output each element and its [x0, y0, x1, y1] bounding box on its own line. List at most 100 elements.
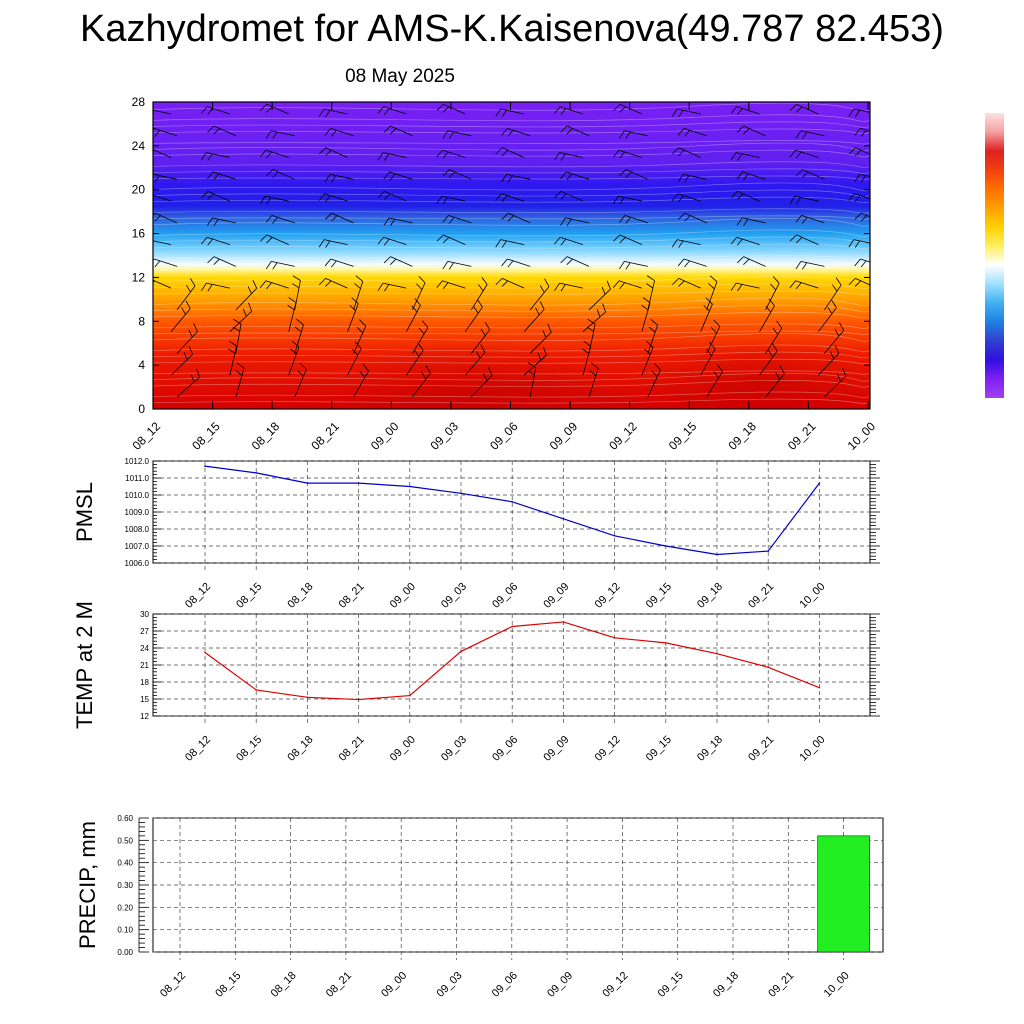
wind-barb: [324, 173, 354, 183]
wind-barb: [377, 282, 407, 292]
y-tick-label: 8: [138, 314, 145, 328]
wind-barb: [464, 344, 486, 376]
wind-barb: [153, 279, 172, 289]
y-tick-label: 1008.0: [125, 525, 150, 534]
contour-line: [153, 189, 870, 198]
wind-barb: [176, 278, 196, 311]
contour-line: [153, 391, 870, 399]
wind-barb: [201, 282, 230, 292]
wind-barb: [318, 239, 348, 248]
x-tick-label: 09_21: [766, 970, 796, 1000]
x-tick-label: 10_00: [797, 581, 827, 611]
wind-barb: [554, 236, 584, 246]
contour-line: [153, 304, 870, 313]
wind-barb: [588, 362, 599, 398]
data-point: [818, 482, 821, 484]
wind-barb: [266, 169, 295, 180]
wind-barb: [501, 258, 531, 268]
data-point: [767, 550, 769, 552]
y-tick-label: 0.00: [117, 948, 133, 957]
x-tick-label: 09_03: [428, 419, 462, 453]
wind-barb: [730, 236, 760, 246]
wind-barb: [854, 212, 870, 222]
wind-barb: [436, 103, 466, 115]
wind-barb: [495, 147, 525, 158]
data-point: [460, 650, 462, 653]
wind-barb: [232, 318, 242, 354]
x-tick-label: 09_09: [541, 581, 571, 611]
chart-title: Kazhydromet for AMS-K.Kaisenova(49.787 8…: [80, 8, 944, 50]
wind-barb: [523, 346, 547, 376]
wind-barb: [153, 149, 172, 158]
x-tick-label: 08_12: [183, 734, 213, 764]
contour-line: [153, 323, 870, 329]
wind-barb: [582, 340, 592, 376]
data-point: [460, 492, 462, 495]
contour-line: [153, 236, 870, 244]
data-point: [818, 686, 821, 689]
wind-barb: [288, 340, 300, 376]
contour-line: [153, 217, 870, 227]
data-point: [716, 652, 718, 655]
wind-barb: [619, 215, 648, 224]
x-tick-label: 09_15: [644, 581, 674, 611]
wind-barb: [287, 297, 297, 332]
x-tick-label: 09_21: [785, 419, 819, 453]
wind-barb: [588, 280, 611, 311]
wind-barb: [265, 261, 295, 270]
wind-barb: [730, 106, 760, 115]
x-tick-label: 09_00: [388, 581, 418, 611]
wind-barb: [318, 108, 348, 118]
temp-panel: 12 15 18 21 24 27 30 08_12 08_15 08_18 08_21 09_00 0…: [72, 601, 880, 764]
wind-barb: [406, 342, 424, 376]
wind-barb: [412, 275, 426, 311]
y-tick-label: 20: [132, 183, 146, 197]
wind-barb: [795, 215, 825, 224]
contour-line: [153, 161, 870, 168]
x-tick-label: 08_21: [337, 734, 367, 764]
x-tick-label: 08_15: [189, 419, 223, 453]
contour-line: [153, 102, 870, 112]
x-tick-label: 08_15: [234, 581, 264, 611]
wind-barb: [436, 280, 466, 290]
wind-barb: [377, 236, 407, 246]
x-tick-label: 09_18: [695, 581, 725, 611]
wind-barb: [318, 193, 348, 202]
x-tick-label: 09_12: [600, 970, 630, 1000]
data-point: [306, 482, 309, 484]
y-tick-label: 0.40: [117, 859, 133, 868]
wind-barb: [442, 261, 472, 270]
x-tick-label: 09_18: [695, 734, 725, 764]
precip-bar: [817, 835, 870, 953]
wind-barb: [824, 322, 845, 354]
wind-barb: [201, 236, 230, 246]
wind-barb: [470, 321, 491, 354]
y-tick-label: 12: [140, 712, 149, 721]
x-tick-label: 09_12: [593, 734, 623, 764]
wind-barb: [736, 217, 766, 227]
wind-barb: [265, 130, 295, 139]
wind-barb: [436, 195, 466, 205]
wind-barb: [736, 125, 766, 137]
wind-barb: [789, 103, 819, 115]
wind-barb: [848, 239, 870, 248]
wind-barb: [647, 363, 661, 398]
x-tick-label: 09_09: [545, 970, 575, 1000]
wind-barb: [383, 171, 413, 181]
contour-line: [153, 255, 870, 260]
y-tick-label: 12: [132, 270, 146, 284]
x-tick-label: 09_18: [711, 970, 741, 1000]
contour-line: [153, 168, 870, 174]
x-tick-label: 09_09: [547, 419, 581, 453]
data-point: [511, 625, 513, 628]
wind-barb: [795, 130, 825, 139]
data-point: [409, 694, 411, 697]
contour-line: [153, 215, 870, 220]
wind-barb: [789, 234, 819, 245]
y-tick-label: 0.30: [117, 881, 133, 890]
x-tick-label: 09_00: [379, 970, 409, 1000]
wind-barb: [677, 258, 707, 268]
wind-barb: [706, 319, 721, 354]
wind-barb: [671, 193, 701, 202]
warm-core: [640, 340, 870, 409]
